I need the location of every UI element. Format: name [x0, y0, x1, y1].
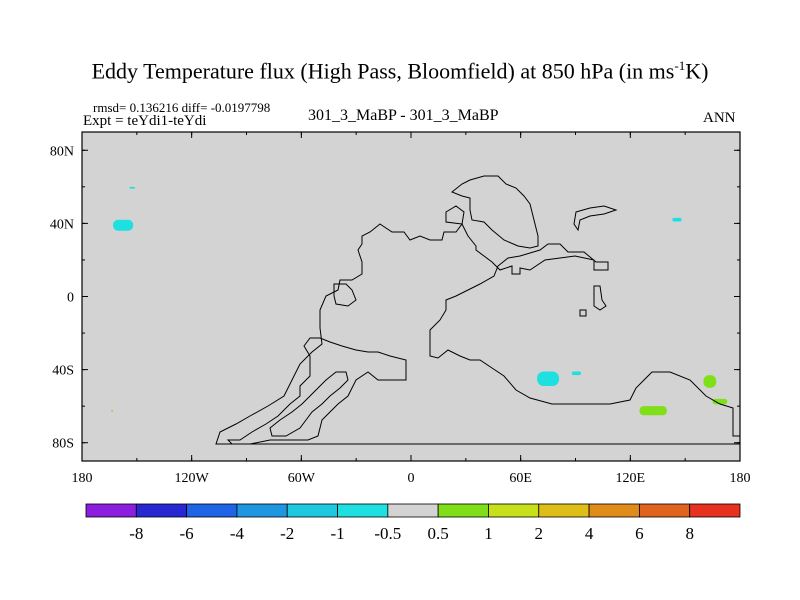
colorbar-swatch [437, 503, 489, 518]
colorbar-swatch [186, 503, 238, 518]
colorbar-label: 4 [585, 524, 594, 543]
colorbar-swatch [85, 503, 137, 518]
colorbar-swatch [638, 503, 691, 518]
colorbar-swatch [488, 503, 540, 518]
colorbar-swatch [337, 503, 389, 518]
chart-title-superscript: -1 [674, 58, 686, 73]
stats-subtitle: rmsd= 0.136216 diff= -0.0197798 [93, 100, 271, 115]
anomaly-patch [672, 217, 682, 222]
coastline-outline [451, 175, 539, 249]
y-tick-label: 80S [52, 437, 74, 452]
coastline-outline [593, 285, 607, 311]
anomaly-patch [703, 375, 717, 388]
colorbar-swatch [588, 503, 640, 518]
y-tick-label: 40S [52, 364, 74, 379]
x-tick-label: 180 [730, 471, 751, 486]
colorbar-label: -8 [129, 524, 143, 543]
coastline-outline [333, 283, 357, 307]
coastline-outline [579, 309, 587, 317]
anomaly-patch [129, 186, 136, 189]
y-tick-label: 80N [50, 144, 74, 159]
colorbar-swatch [286, 503, 338, 518]
x-tick-label: 0 [408, 471, 415, 486]
anomaly-patch [639, 406, 667, 416]
experiment-subtitle: Expt = teYdi1-teYdi [83, 113, 207, 129]
y-tick-label: 40N [50, 217, 74, 232]
colorbar-label: 6 [635, 524, 644, 543]
anomaly-patch [712, 398, 728, 405]
colorbar-label: 8 [685, 524, 694, 543]
colorbar-label: -4 [230, 524, 245, 543]
map-background [82, 132, 740, 461]
chart-title-tail: K) [685, 58, 709, 84]
y-tick-label: 0 [67, 291, 74, 306]
colorbar-swatch [236, 503, 288, 518]
chart-title-main: Eddy Temperature flux (High Pass, Bloomf… [91, 58, 675, 84]
period-subtitle: ANN [703, 110, 736, 126]
coastline-outline [226, 337, 407, 445]
colorbar-swatch [538, 503, 590, 518]
colorbar-label: 0.5 [428, 524, 449, 543]
x-tick-label: 60E [509, 471, 532, 486]
anomaly-patch [113, 219, 134, 231]
x-tick-label: 120W [175, 471, 210, 486]
x-tick-label: 180 [72, 471, 93, 486]
colorbar-swatch [135, 503, 188, 518]
colorbar-swatch [689, 503, 741, 518]
colorbar-label: 2 [535, 524, 544, 543]
map-layer [82, 132, 741, 461]
chart-title: Eddy Temperature flux (High Pass, Bloomf… [0, 58, 800, 84]
coastline-outline [215, 205, 741, 445]
colorbar-label: -1 [330, 524, 344, 543]
anomaly-patch [537, 371, 560, 387]
axes-layer: 180 120W 60W 0 60E 120E 180 80N 40N 0 40S 80S [50, 131, 751, 486]
colorbar-swatch [387, 503, 439, 518]
coastline-outline [269, 371, 349, 437]
anomaly-patch [571, 371, 581, 376]
x-tick-label: 120E [616, 471, 646, 486]
anomaly-patch [111, 409, 114, 412]
colorbar-label: -2 [280, 524, 294, 543]
x-tick-label: 60W [288, 471, 316, 486]
colorbar-label: -0.5 [374, 524, 401, 543]
colorbar-label: 1 [484, 524, 493, 543]
colorbar-label: -6 [180, 524, 194, 543]
coastline-outline [573, 205, 618, 232]
comparison-subtitle: 301_3_MaBP - 301_3_MaBP [308, 107, 499, 124]
colorbar: -8 -6 -4 -2 -1 -0.5 0.5 1 2 4 6 8 [85, 503, 741, 543]
